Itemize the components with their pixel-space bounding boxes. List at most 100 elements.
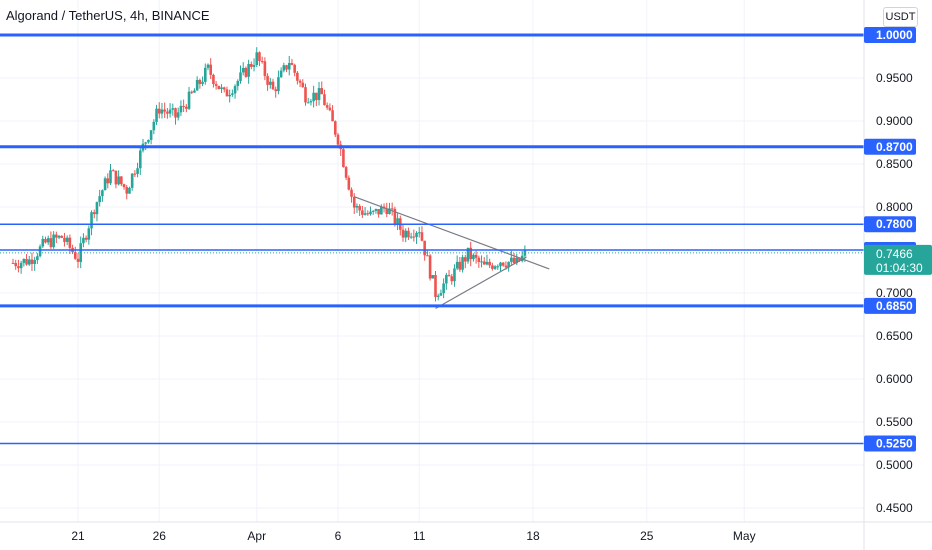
candle-body (472, 254, 475, 260)
candle-body (147, 139, 150, 143)
candle-body (282, 65, 286, 71)
candle-body (14, 263, 18, 267)
trendline[interactable] (435, 256, 527, 310)
level-label-bg (864, 138, 916, 155)
candle-body (41, 238, 45, 247)
candle-body (344, 167, 348, 178)
candle-body (450, 276, 454, 282)
candle-body (182, 105, 185, 107)
candle-body (336, 134, 340, 145)
candle-body (298, 80, 302, 83)
level-label: 0.8700 (876, 140, 913, 154)
candle-body (317, 88, 321, 101)
candle-body (469, 247, 473, 260)
candle-body (423, 240, 426, 256)
candle-body (179, 105, 183, 113)
candle-body (198, 79, 202, 84)
candle-body (84, 237, 88, 240)
candle-body (315, 92, 318, 101)
candle-body (171, 108, 175, 110)
candle-body (103, 178, 107, 191)
candle-body (33, 260, 36, 264)
candle-body (361, 210, 364, 215)
candle-body (461, 257, 464, 270)
time-axis[interactable]: 21 26 Apr 6 11 18 25 May (0, 521, 932, 543)
candle-body (190, 91, 194, 93)
candle-body (73, 252, 77, 259)
time-tick-label: May (733, 529, 756, 543)
candle-body (401, 229, 405, 238)
horizontal-levels[interactable] (0, 33, 864, 445)
candle-body (447, 275, 451, 277)
candle-body (46, 238, 50, 243)
candle-body (388, 208, 391, 214)
candle-body (241, 67, 245, 73)
candle-body (174, 108, 177, 118)
candle-body (185, 106, 188, 109)
candle-body (480, 261, 483, 263)
candle-body (187, 91, 191, 109)
currency-button[interactable]: USDT (883, 7, 918, 27)
candle-body (90, 212, 93, 229)
candle-body (355, 205, 359, 208)
candle-body (136, 168, 139, 174)
candle-body (415, 232, 418, 238)
candle-body (385, 208, 389, 214)
candle-body (19, 262, 23, 269)
candle-body (496, 266, 500, 268)
candle-body (515, 257, 519, 264)
candle-body (439, 293, 443, 296)
candle-body (160, 109, 164, 114)
candle-body (60, 235, 64, 238)
candle-body (152, 121, 156, 131)
chart-title: Algorand / TetherUS, 4h, BINANCE (6, 8, 210, 23)
candle-body (266, 76, 269, 85)
candle-body (271, 81, 275, 90)
candle-body (68, 237, 72, 248)
candle-body (312, 92, 315, 102)
candle-body (166, 111, 169, 114)
trendline[interactable] (354, 196, 550, 270)
level-label-bg (864, 297, 916, 314)
candle-body (258, 52, 261, 61)
candle-body (133, 173, 137, 175)
candle-body (244, 67, 248, 77)
candle-body (63, 237, 66, 242)
level-label-bg (864, 435, 916, 452)
candle-body (409, 236, 413, 238)
price-tick-label: 0.9000 (876, 114, 913, 128)
candle-body (393, 208, 397, 224)
candle-body (518, 257, 521, 261)
candle-body (222, 87, 226, 90)
candle-body (247, 64, 250, 77)
candle-body (436, 295, 440, 297)
candle-body (239, 72, 242, 81)
candle-body (350, 189, 353, 197)
candle-body (233, 85, 237, 94)
price-tick-label: 0.8000 (876, 200, 913, 214)
candle-body (333, 121, 337, 135)
price-axis[interactable]: 0.95000.90000.85000.80000.75000.70000.65… (863, 0, 913, 550)
candle-body (491, 265, 494, 269)
candle-body (296, 72, 299, 81)
candle-body (155, 108, 158, 122)
candle-body (22, 258, 26, 263)
candle-body (306, 102, 310, 104)
candle-body (206, 64, 210, 68)
candle-body (228, 94, 231, 97)
candle-body (203, 67, 207, 82)
candle-body (493, 266, 497, 269)
candle-body (396, 218, 399, 224)
candle-body (277, 77, 280, 92)
current-price-label: 0.7466 (876, 247, 913, 261)
candle-body (236, 80, 240, 86)
candle-body (466, 247, 470, 262)
candle-body (309, 101, 313, 103)
trendlines[interactable] (354, 196, 550, 310)
candle-body (358, 205, 361, 211)
candle-body (263, 61, 267, 77)
candle-body (371, 210, 375, 212)
candle-body (420, 232, 424, 241)
candle-body (109, 170, 112, 184)
